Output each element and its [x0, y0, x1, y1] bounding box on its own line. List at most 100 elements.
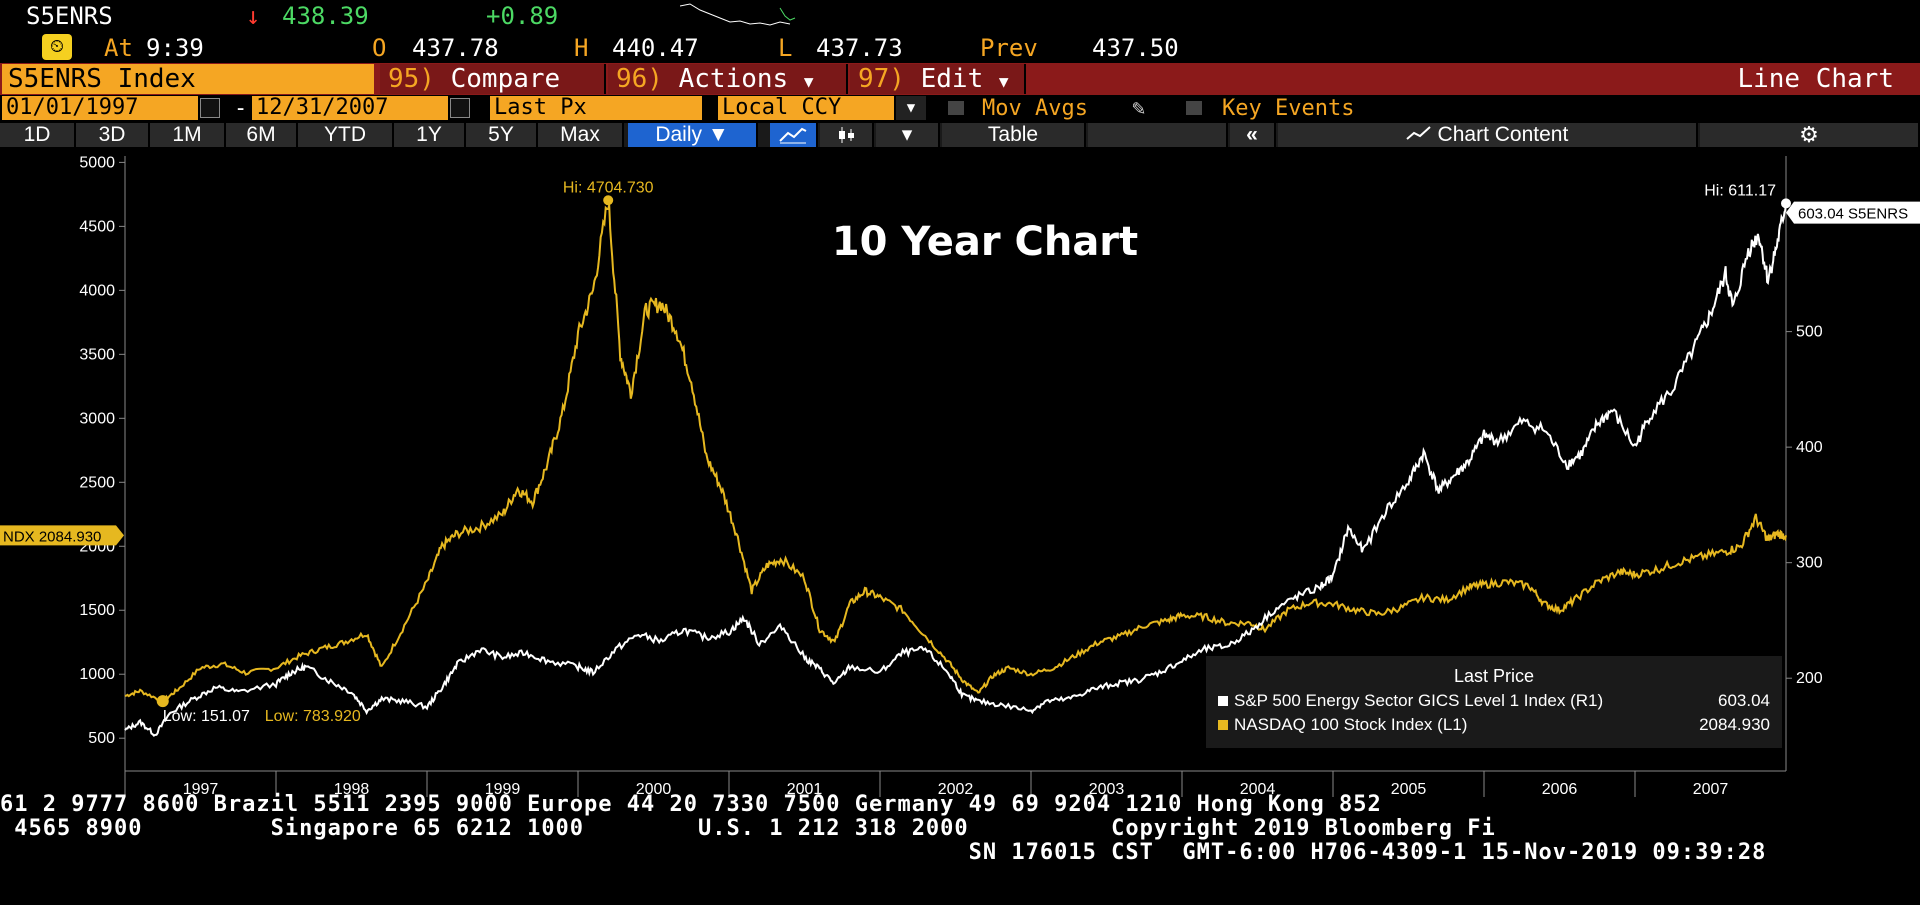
- chart-title: 10 Year Chart: [832, 219, 1138, 265]
- mov-avgs-label: Mov Avgs: [982, 96, 1088, 121]
- ndx-tag-text: NDX 2084.930: [3, 528, 101, 545]
- x-tick-label: 2006: [1542, 781, 1578, 798]
- ticker-symbol: S5ENRS: [26, 2, 113, 30]
- period-ytd[interactable]: YTD: [298, 123, 394, 147]
- right-axis: 200 300 400 500: [1786, 324, 1823, 687]
- actions-number: 96): [616, 64, 663, 94]
- gear-icon[interactable]: ⚙: [1700, 123, 1920, 147]
- candlestick-icon[interactable]: [820, 123, 874, 147]
- mov-avgs-checkbox[interactable]: [948, 101, 964, 115]
- s5-tag-text: 603.04 S5ENRS: [1798, 206, 1908, 223]
- x-axis: 1997 1998 1999 2000 2001 2002 2003 2004 2005 2006…: [124, 771, 1729, 798]
- collapse-icon[interactable]: «: [1230, 123, 1276, 147]
- compare-number: 95): [388, 64, 435, 94]
- settings-bar: 01/01/1997 - 12/31/2007 Last Px Local CC…: [0, 96, 1920, 122]
- low-label: L: [778, 34, 793, 62]
- chart-content-icon: [1406, 123, 1438, 146]
- quote-time: 9:39: [146, 34, 204, 62]
- period-1m[interactable]: 1M: [150, 123, 226, 147]
- footer-serial: SN 176015 CST GMT-6:00 H706-4309-1 15-No…: [0, 840, 1767, 865]
- x-tick-label: 2007: [1693, 781, 1729, 798]
- s5-low-label: Low: 151.07: [163, 708, 250, 725]
- end-date-field[interactable]: 12/31/2007: [252, 96, 448, 120]
- chevron-down-icon: ▼: [803, 72, 814, 91]
- left-tick-label: 5000: [79, 154, 115, 171]
- quote-line: S5ENRS ↓ 438.39 +0.89: [0, 0, 1920, 32]
- chevron-down-icon[interactable]: ▾: [876, 123, 940, 147]
- compare-label: Compare: [450, 64, 561, 94]
- actions-label: Actions: [678, 64, 789, 94]
- price-change: +0.89: [486, 2, 559, 30]
- chevron-down-icon[interactable]: ▼: [896, 96, 926, 120]
- high-value: 440.47: [612, 34, 699, 62]
- period-6m[interactable]: 6M: [226, 123, 298, 147]
- left-tick-label: 4500: [79, 218, 115, 235]
- table-button[interactable]: Table: [942, 123, 1086, 147]
- actions-button[interactable]: 96) Actions ▼: [608, 64, 848, 94]
- currency-select[interactable]: Local CCY: [718, 96, 894, 120]
- high-label: H: [574, 34, 589, 62]
- legend: Last Price S&P 500 Energy Sector GICS Lev…: [1206, 656, 1782, 748]
- period-3d[interactable]: 3D: [76, 123, 150, 147]
- x-tick-label: 1999: [485, 781, 521, 798]
- calendar-icon[interactable]: [200, 98, 220, 118]
- quote-details: ⏲ At 9:39 O 437.78 H 440.47 L 437.73 Pre…: [0, 32, 1920, 62]
- date-separator: -: [234, 96, 248, 121]
- period-max[interactable]: Max: [538, 123, 624, 147]
- right-tick-label: 200: [1796, 670, 1823, 687]
- start-date-field[interactable]: 01/01/1997: [2, 96, 198, 120]
- legend-series-name: S&P 500 Energy Sector GICS Level 1 Index…: [1234, 691, 1603, 710]
- right-tick-label: 500: [1796, 324, 1823, 341]
- key-events-checkbox[interactable]: [1186, 101, 1202, 115]
- s5-high-label: Hi: 611.17: [1704, 182, 1776, 199]
- left-tick-label: 1000: [79, 666, 115, 683]
- frequency-label: Daily: [655, 123, 703, 146]
- key-events-label: Key Events: [1222, 96, 1355, 121]
- last-price: 438.39: [282, 2, 369, 30]
- security-field[interactable]: S5ENRS Index: [2, 64, 374, 94]
- ndx-tag-box: [0, 525, 124, 546]
- compare-button[interactable]: 95) Compare: [380, 64, 606, 94]
- price-field-select[interactable]: Last Px: [490, 96, 702, 120]
- low-marker: [156, 695, 169, 708]
- at-label: At: [104, 34, 133, 62]
- prev-value: 437.50: [1092, 34, 1179, 62]
- prev-label: Prev: [980, 34, 1038, 62]
- chart-content-label: Chart Content: [1437, 123, 1569, 146]
- period-1d[interactable]: 1D: [0, 123, 76, 147]
- edit-label: Edit: [920, 64, 984, 94]
- frequency-select[interactable]: Daily ▼: [628, 123, 758, 147]
- left-tick-label: 3000: [79, 410, 115, 427]
- x-tick-label: 2004: [1240, 781, 1276, 798]
- legend-box: [1206, 656, 1782, 748]
- edit-number: 97): [858, 64, 905, 94]
- pencil-icon[interactable]: ✎: [1132, 96, 1146, 121]
- left-tick-label: 1500: [79, 602, 115, 619]
- calendar-icon[interactable]: [450, 98, 470, 118]
- x-tick-label: 2001: [787, 781, 823, 798]
- legend-series-value: 2084.930: [1699, 715, 1770, 734]
- ndx-high-marker: [603, 195, 614, 206]
- ndx-high-label: Hi: 4704.730: [563, 179, 654, 196]
- down-arrow-icon: ↓: [246, 2, 261, 30]
- legend-swatch: [1218, 696, 1228, 706]
- clock-icon[interactable]: ⏲: [42, 34, 72, 60]
- x-tick-label: 2003: [1089, 781, 1125, 798]
- legend-series-value: 603.04: [1718, 691, 1770, 710]
- period-5y[interactable]: 5Y: [466, 123, 538, 147]
- chart-content-button[interactable]: Chart Content: [1278, 123, 1698, 147]
- open-label: O: [372, 34, 387, 62]
- right-tick-label: 300: [1796, 555, 1823, 572]
- left-tick-label: 4000: [79, 282, 115, 299]
- period-toolbar: 1D 3D 1M 6M YTD 1Y 5Y Max Daily ▼ ▾ Tabl…: [0, 123, 1920, 147]
- edit-button[interactable]: 97) Edit ▼: [850, 64, 1026, 94]
- nasdaq-series-line: [124, 204, 1787, 704]
- s5-last-tag: 603.04 S5ENRS: [1786, 201, 1920, 224]
- x-tick-label: 2000: [636, 781, 672, 798]
- right-tick-label: 400: [1796, 439, 1823, 456]
- period-1y[interactable]: 1Y: [394, 123, 466, 147]
- line-chart-icon[interactable]: [770, 123, 818, 147]
- x-tick-label: 1998: [334, 781, 370, 798]
- left-tick-label: 500: [88, 730, 115, 747]
